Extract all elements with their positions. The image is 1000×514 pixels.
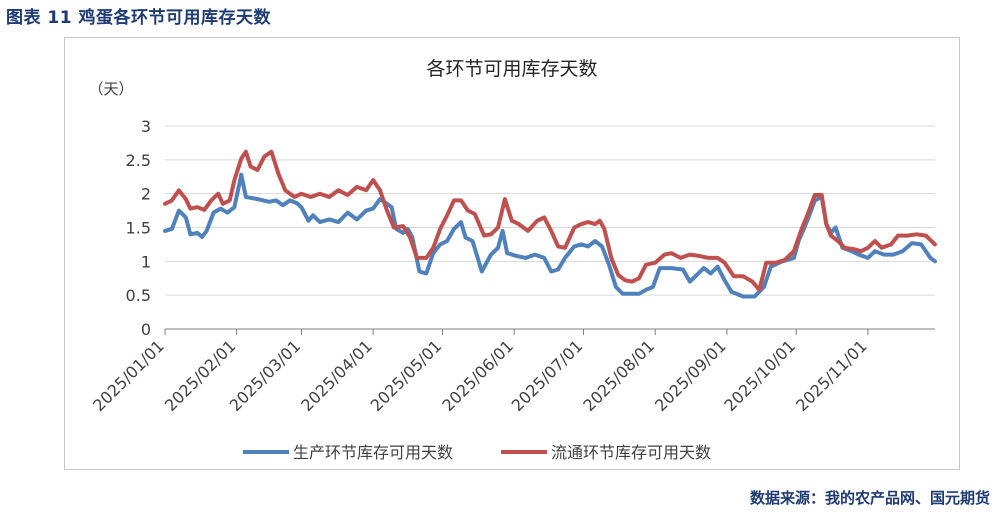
x-tick-label: 2025/10/01 [720, 336, 799, 415]
legend: 生产环节库存可用天数 流通环节库存可用天数 [243, 443, 711, 462]
x-tick-label: 2025/08/01 [579, 336, 658, 415]
chart-panel: 各环节可用库存天数 （天） 0 0.5 1 1.5 2 2.5 3 2025/01/01 20… [64, 37, 960, 470]
x-tick-label: 2025/04/01 [297, 336, 376, 415]
series-lines [163, 149, 937, 299]
y-tick-label: 2.5 [126, 151, 151, 170]
y-axis-unit-label: （天） [88, 80, 133, 98]
y-tick-label: 2 [141, 185, 151, 204]
line-chart: 各环节可用库存天数 （天） 00.511.522.53 2025/01/0120… [88, 58, 937, 462]
legend-label-circulation: 流通环节库存可用天数 [551, 443, 711, 462]
x-tick-label: 2025/07/01 [508, 336, 587, 415]
y-tick-label: 1.5 [126, 219, 151, 238]
y-tick-label: 0 [141, 320, 151, 339]
source-note: 数据来源：我的农产品网、国元期货 [749, 489, 990, 507]
y-tick-labels: 0 0.5 1 1.5 2 2.5 3 [126, 117, 151, 339]
x-tick-label: 2025/09/01 [651, 336, 730, 415]
y-tick-label: 1 [141, 252, 151, 271]
figure-caption: 图表 11 鸡蛋各环节可用库存天数 [6, 8, 271, 28]
series-line-circulation [163, 149, 937, 292]
legend-label-production: 生产环节库存可用天数 [293, 443, 453, 462]
y-tick-label: 3 [141, 117, 151, 136]
x-tick-label: 2025/11/01 [792, 336, 871, 415]
x-tick-label: 2025/01/01 [89, 336, 168, 415]
series-line-production [163, 172, 937, 299]
x-tick-label: 2025/05/01 [367, 336, 446, 415]
gridlines [164, 125, 935, 335]
x-tick-label: 2025/06/01 [438, 336, 517, 415]
chart-title: 各环节可用库存天数 [426, 58, 597, 80]
y-tick-label: 0.5 [126, 286, 151, 305]
x-tick-labels: 2025/01/012025/02/012025/03/012025/04/01… [89, 336, 871, 415]
